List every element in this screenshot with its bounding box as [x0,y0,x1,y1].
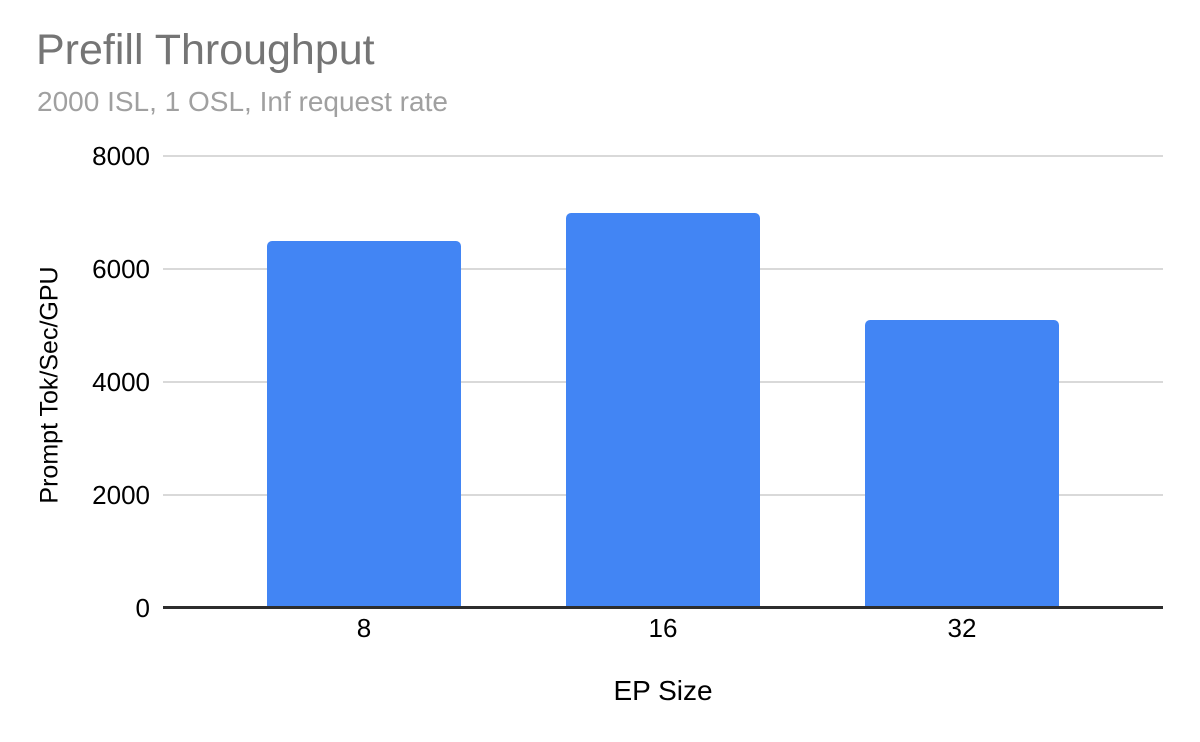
bar-8 [267,240,461,608]
x-axis-tick-labels: 8 16 32 [163,614,1163,642]
bar-16 [566,212,760,608]
bar-32 [865,319,1059,608]
x-axis-line [163,606,1163,609]
y-tick-label-8000: 8000 [92,141,150,171]
chart-title: Prefill Throughput [36,26,375,74]
gridline-8000 [163,155,1163,157]
x-tick-label-32: 32 [947,613,977,643]
y-tick-label-6000: 6000 [92,254,150,284]
y-axis-tick-labels: 0 2000 4000 6000 8000 [0,0,150,742]
plot-area [163,155,1163,609]
chart-subtitle: 2000 ISL, 1 OSL, Inf request rate [37,86,448,117]
x-tick-label-8: 8 [356,613,372,643]
y-tick-label-2000: 2000 [92,480,150,510]
bar-series [163,156,1163,608]
x-axis-title: EP Size [613,675,713,706]
x-tick-label-16: 16 [648,613,678,643]
y-tick-label-0: 0 [135,593,150,623]
y-tick-label-4000: 4000 [92,367,150,397]
